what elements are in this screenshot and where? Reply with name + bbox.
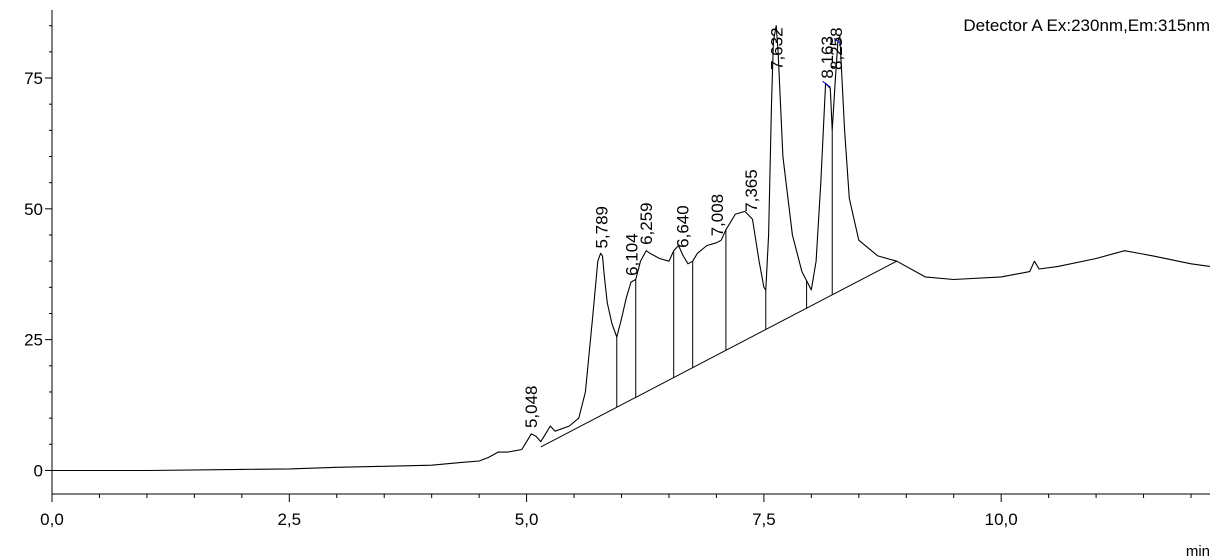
- y-tick-label: 75: [24, 69, 43, 88]
- chromatogram-trace-group: [52, 25, 1211, 472]
- x-tick-label: 5,0: [515, 510, 539, 529]
- peak-label: 6,640: [673, 205, 692, 248]
- y-tick-label: 50: [24, 200, 43, 219]
- x-axis-unit-label: min: [1186, 543, 1210, 560]
- x-tick-label: 2,5: [277, 510, 301, 529]
- peak-label: 8,163: [818, 36, 837, 79]
- peak-label: 7,632: [767, 27, 786, 70]
- chromatogram-trace: [52, 25, 1211, 472]
- peak-label: 7,008: [708, 194, 727, 237]
- y-tick-label: 0: [34, 461, 43, 480]
- peak-label: 8,258: [827, 27, 846, 70]
- peak-label: 5,048: [522, 386, 541, 429]
- y-tick-label: 25: [24, 331, 43, 350]
- peak-label: 6,104: [622, 233, 641, 276]
- integration-marks: [822, 37, 843, 88]
- peak-label: 6,259: [637, 202, 656, 245]
- x-tick-label: 10,0: [985, 510, 1018, 529]
- axes: 0 25 50 75 0,0 2,5 5,0 7,5 10,0: [24, 10, 1210, 529]
- integration-baseline-group: [540, 260, 898, 448]
- x-tick-label: 0,0: [40, 510, 64, 529]
- peak-drop-lines: [616, 130, 833, 408]
- peak-label: 7,365: [742, 169, 761, 212]
- peak-label: 5,789: [592, 206, 611, 249]
- x-tick-label: 7,5: [752, 510, 776, 529]
- integration-baseline: [540, 260, 898, 448]
- integration-tick-mark: [822, 80, 831, 88]
- integration-tick-mark: [833, 37, 843, 45]
- detector-annotation: Detector A Ex:230nm,Em:315nm: [963, 16, 1210, 35]
